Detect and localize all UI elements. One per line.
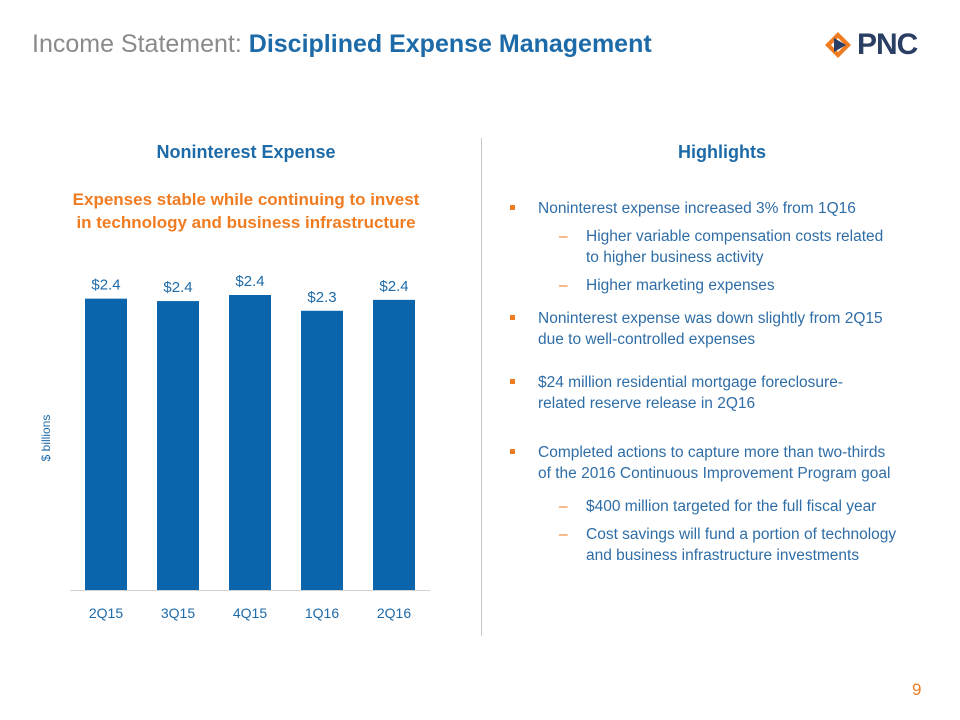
title-main: Disciplined Expense Management — [248, 30, 652, 58]
x-tick-label: 1Q16 — [305, 605, 339, 621]
bar-1q16 — [301, 310, 343, 590]
dash-marker-icon: – — [559, 498, 568, 515]
highlight-sub-bullet: – Higher variable compensation costs rel… — [508, 226, 948, 268]
dash-marker-icon: – — [559, 526, 568, 543]
data-label: $2.4 — [235, 273, 264, 290]
pnc-mark-icon — [825, 32, 851, 58]
bullet-marker-icon — [510, 315, 515, 320]
chart-subtitle-line-1: Expenses stable while continuing to inve… — [72, 190, 420, 209]
dash-marker-icon: – — [559, 277, 568, 294]
sub-bullet-text: Higher variable compensation costs relat… — [586, 228, 884, 245]
data-label: $2.4 — [379, 278, 408, 295]
logo-text: PNC — [857, 28, 918, 61]
sub-bullet-text: and business infrastructure investments — [586, 547, 860, 564]
sub-bullet-text: Higher marketing expenses — [586, 277, 775, 294]
chart-subtitle: Expenses stable while continuing to inve… — [40, 188, 452, 234]
title-prefix: Income Statement: — [32, 30, 249, 58]
dash-marker-icon: – — [559, 228, 568, 245]
highlight-sub-bullet: – Cost savings will fund a portion of te… — [508, 524, 948, 566]
bullet-text: $24 million residential mortgage foreclo… — [538, 374, 843, 391]
x-tick-label: 2Q15 — [89, 605, 123, 621]
bar-4q15 — [229, 295, 271, 590]
bullet-text: related reserve release in 2Q16 — [538, 395, 756, 412]
data-label: $2.4 — [91, 277, 120, 294]
highlight-bullet: Completed actions to capture more than t… — [508, 442, 948, 484]
highlight-bullet: $24 million residential mortgage foreclo… — [508, 372, 948, 414]
bullet-marker-icon — [510, 449, 515, 454]
pnc-logo: PNC — [822, 28, 932, 62]
data-label: $2.4 — [163, 279, 192, 296]
highlight-sub-bullet: – Higher marketing expenses — [508, 275, 948, 296]
x-tick-label: 3Q15 — [161, 605, 195, 621]
chart-subtitle-line-2: in technology and business infrastructur… — [76, 213, 416, 232]
bar-chart: $2.4 2Q15 $2.4 3Q15 $2.4 4Q15 $2.3 1Q16 $2.4 2Q16 — [70, 273, 430, 621]
highlight-sub-bullet: – $400 million targeted for the full fis… — [508, 496, 948, 517]
chart-title: Noninterest Expense — [156, 142, 336, 162]
bullet-marker-icon — [510, 205, 515, 210]
highlight-bullet: Noninterest expense was down slightly fr… — [508, 308, 948, 350]
sub-bullet-text: to higher business activity — [586, 249, 764, 266]
sub-bullet-text: Cost savings will fund a portion of tech… — [586, 526, 897, 543]
bullet-text: Completed actions to capture more than t… — [538, 444, 886, 461]
highlights-list: Noninterest expense increased 3% from 1Q… — [508, 198, 948, 566]
bar-3q15 — [157, 301, 199, 590]
highlight-bullet: Noninterest expense increased 3% from 1Q… — [508, 198, 948, 219]
bullet-text: Noninterest expense increased 3% from 1Q… — [538, 200, 856, 217]
bar-2q16 — [373, 299, 415, 590]
x-tick-label: 4Q15 — [233, 605, 267, 621]
page-number: 9 — [912, 680, 922, 699]
sub-bullet-text: $400 million targeted for the full fisca… — [586, 498, 877, 515]
column-divider — [481, 138, 482, 636]
highlights-title: Highlights — [678, 142, 766, 162]
bullet-marker-icon — [510, 379, 515, 384]
bar-2q15 — [85, 298, 127, 590]
bullet-text: Noninterest expense was down slightly fr… — [538, 310, 883, 327]
bullet-text: due to well-controlled expenses — [538, 331, 756, 348]
page-title: Income Statement: Disciplined Expense Ma… — [32, 30, 652, 59]
data-label: $2.3 — [307, 289, 336, 306]
x-tick-label: 2Q16 — [377, 605, 411, 621]
bullet-text: of the 2016 Continuous Improvement Progr… — [538, 465, 891, 482]
